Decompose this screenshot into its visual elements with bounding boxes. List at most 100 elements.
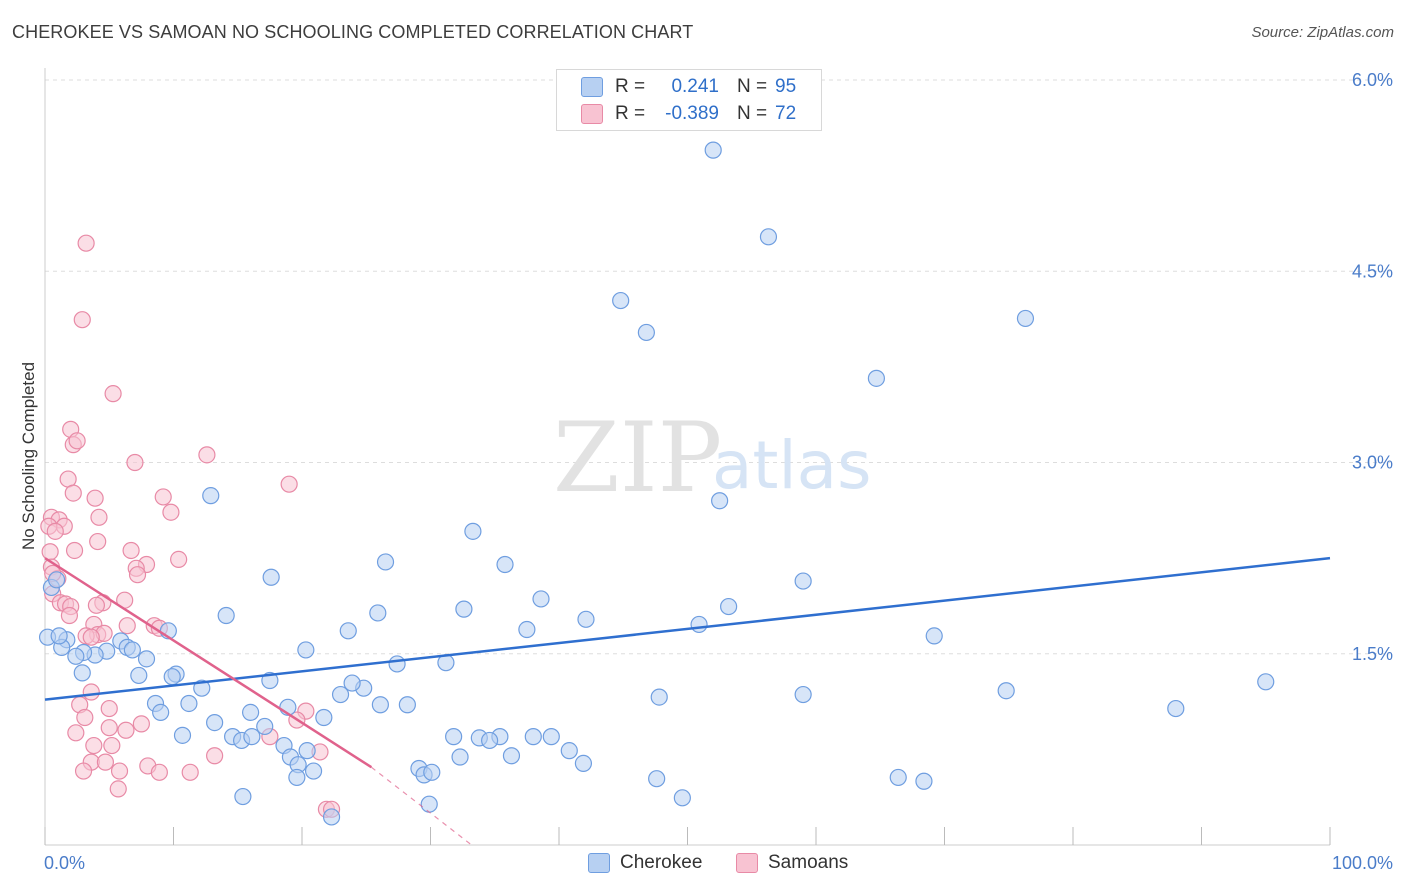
legend-row-cherokee: R = 0.241 N = 95 xyxy=(581,75,796,99)
samoan-point xyxy=(100,699,118,718)
cherokee-swatch xyxy=(588,853,610,873)
cherokee-point xyxy=(297,641,315,659)
samoan-point xyxy=(82,628,100,646)
cherokee-point xyxy=(650,688,668,706)
legend-n-value: 95 xyxy=(775,76,797,97)
samoan-point xyxy=(117,721,135,739)
cherokee-point xyxy=(73,664,91,682)
cherokee-point xyxy=(369,604,387,622)
cherokee-point xyxy=(163,668,181,686)
cherokee-point xyxy=(455,600,473,618)
cherokee-point xyxy=(759,228,778,246)
cherokee-point xyxy=(50,627,68,645)
cherokee-point xyxy=(256,717,274,736)
cherokee-point xyxy=(704,141,722,159)
cherokee-point xyxy=(577,610,595,628)
cherokee-point xyxy=(371,696,389,714)
watermark: ZIP atlas xyxy=(553,402,872,514)
cherokee-point xyxy=(193,679,211,697)
trend-lines xyxy=(44,556,1331,846)
cherokee-point xyxy=(137,650,156,668)
cherokee-swatch xyxy=(581,77,603,97)
samoan-point xyxy=(118,617,136,635)
cherokee-point xyxy=(867,369,885,387)
cherokee-point xyxy=(304,762,323,780)
samoan-point xyxy=(89,532,107,551)
cherokee-point xyxy=(180,694,198,713)
cherokee-point xyxy=(720,597,738,616)
cherokee-point xyxy=(794,685,812,704)
cherokee-point xyxy=(997,682,1015,700)
samoan-point xyxy=(85,736,103,755)
samoan-swatch xyxy=(736,853,758,873)
cherokee-point xyxy=(130,666,148,685)
cherokee-point xyxy=(532,590,550,608)
cherokee-point xyxy=(242,703,260,722)
cherokee-point xyxy=(398,696,416,714)
samoan-point xyxy=(67,724,85,742)
gridlines xyxy=(45,79,1390,655)
samoans-legend-label: Samoans xyxy=(768,852,849,873)
cherokee-point xyxy=(464,522,482,540)
samoan-point xyxy=(206,747,224,765)
cherokee-point xyxy=(288,768,306,787)
axes xyxy=(44,68,1331,846)
cherokee-point xyxy=(518,620,536,639)
cherokee-point xyxy=(322,808,341,826)
cherokee-point xyxy=(206,713,224,732)
samoan-point xyxy=(86,489,104,507)
cherokee-point xyxy=(202,487,220,505)
x-tick-label: 0.0% xyxy=(44,853,85,873)
cherokee-point xyxy=(925,627,943,645)
samoan-point xyxy=(150,763,168,781)
samoan-point xyxy=(76,708,94,727)
samoan-point xyxy=(132,715,150,733)
x-tick-labels: 0.0% 100.0% xyxy=(44,853,1393,873)
samoan-point xyxy=(65,541,84,560)
samoan-point xyxy=(170,550,188,569)
cherokee-point xyxy=(173,726,192,744)
samoan-point xyxy=(280,475,298,493)
cherokee-point xyxy=(673,789,691,807)
samoan-point xyxy=(122,541,140,560)
legend-r-label: R = xyxy=(615,103,646,124)
samoan-point xyxy=(128,566,147,584)
samoan-point xyxy=(110,762,129,780)
samoan-point xyxy=(100,719,118,737)
cherokee-point xyxy=(315,708,333,727)
samoan-swatch xyxy=(581,104,603,124)
samoan-point xyxy=(198,446,216,464)
cherokee-point xyxy=(637,323,655,342)
legend-row-samoans: R = -0.389 N = 72 xyxy=(581,102,796,126)
cherokee-point xyxy=(648,770,666,788)
cherokee-point xyxy=(339,622,357,640)
watermark-atlas: atlas xyxy=(712,427,872,504)
cherokee-point xyxy=(152,703,170,722)
source-label: Source: ZipAtlas.com xyxy=(1251,24,1394,41)
samoan-point xyxy=(82,683,100,701)
samoan-point xyxy=(154,488,172,506)
cherokee-point xyxy=(794,572,812,590)
cherokee-point xyxy=(1167,699,1185,718)
samoan-trend-extension xyxy=(371,766,472,846)
watermark-zip: ZIP xyxy=(553,402,722,514)
y-tick-label: 3.0% xyxy=(1352,453,1393,473)
samoan-point xyxy=(74,762,93,780)
samoan-point xyxy=(90,508,108,526)
cherokee-point xyxy=(243,728,261,746)
samoan-point xyxy=(68,432,86,450)
samoan-point xyxy=(109,780,127,798)
legend-n-label: N = xyxy=(737,103,768,124)
cherokee-point xyxy=(481,731,499,750)
cherokee-point xyxy=(524,728,542,746)
cherokee-point xyxy=(711,492,729,510)
bottom-legend-samoans: Samoans xyxy=(736,852,848,874)
samoan-point xyxy=(126,453,144,472)
cherokee-point xyxy=(343,674,361,692)
legend-r-label: R = xyxy=(615,76,646,97)
y-tick-label: 1.5% xyxy=(1352,644,1393,664)
cherokee-point xyxy=(1016,309,1035,328)
samoan-point xyxy=(77,234,95,252)
cherokee-point xyxy=(217,606,235,625)
cherokee-point xyxy=(423,763,441,781)
